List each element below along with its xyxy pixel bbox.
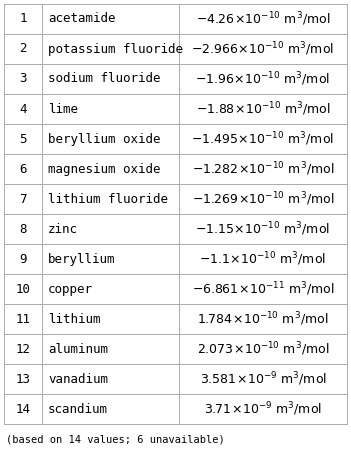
Text: $-6.861\!\times\!10^{-11}\ \mathrm{m^3/mol}$: $-6.861\!\times\!10^{-11}\ \mathrm{m^3/m… bbox=[192, 280, 334, 298]
Text: 4: 4 bbox=[19, 103, 27, 115]
Text: $3.581\!\times\!10^{-9}\ \mathrm{m^3/mol}$: $3.581\!\times\!10^{-9}\ \mathrm{m^3/mol… bbox=[199, 370, 326, 388]
Text: $-1.282\!\times\!10^{-10}\ \mathrm{m^3/mol}$: $-1.282\!\times\!10^{-10}\ \mathrm{m^3/m… bbox=[192, 160, 334, 178]
Text: aluminum: aluminum bbox=[48, 342, 108, 356]
Text: 9: 9 bbox=[19, 253, 27, 265]
Text: beryllium: beryllium bbox=[48, 253, 115, 265]
Text: 12: 12 bbox=[15, 342, 31, 356]
Text: 1: 1 bbox=[19, 12, 27, 26]
Text: 2: 2 bbox=[19, 43, 27, 55]
Text: 3: 3 bbox=[19, 72, 27, 86]
Text: lithium fluoride: lithium fluoride bbox=[48, 193, 168, 205]
Text: acetamide: acetamide bbox=[48, 12, 115, 26]
Text: $-1.96\!\times\!10^{-10}\ \mathrm{m^3/mol}$: $-1.96\!\times\!10^{-10}\ \mathrm{m^3/mo… bbox=[196, 70, 331, 88]
Text: magnesium oxide: magnesium oxide bbox=[48, 163, 160, 175]
Text: lithium: lithium bbox=[48, 313, 100, 325]
Text: vanadium: vanadium bbox=[48, 373, 108, 385]
Text: $2.073\!\times\!10^{-10}\ \mathrm{m^3/mol}$: $2.073\!\times\!10^{-10}\ \mathrm{m^3/mo… bbox=[197, 340, 329, 358]
Text: 5: 5 bbox=[19, 132, 27, 146]
Text: (based on 14 values; 6 unavailable): (based on 14 values; 6 unavailable) bbox=[6, 434, 225, 444]
Text: $-1.1\!\times\!10^{-10}\ \mathrm{m^3/mol}$: $-1.1\!\times\!10^{-10}\ \mathrm{m^3/mol… bbox=[199, 250, 326, 268]
Text: $-4.26\!\times\!10^{-10}\ \mathrm{m^3/mol}$: $-4.26\!\times\!10^{-10}\ \mathrm{m^3/mo… bbox=[196, 10, 330, 28]
Text: 7: 7 bbox=[19, 193, 27, 205]
Text: 10: 10 bbox=[15, 282, 31, 296]
Text: $-1.495\!\times\!10^{-10}\ \mathrm{m^3/mol}$: $-1.495\!\times\!10^{-10}\ \mathrm{m^3/m… bbox=[192, 130, 335, 148]
Text: 11: 11 bbox=[15, 313, 31, 325]
Text: $-1.269\!\times\!10^{-10}\ \mathrm{m^3/mol}$: $-1.269\!\times\!10^{-10}\ \mathrm{m^3/m… bbox=[192, 190, 334, 208]
Text: 8: 8 bbox=[19, 222, 27, 236]
Text: 14: 14 bbox=[15, 403, 31, 415]
Text: beryllium oxide: beryllium oxide bbox=[48, 132, 160, 146]
Text: $3.71\!\times\!10^{-9}\ \mathrm{m^3/mol}$: $3.71\!\times\!10^{-9}\ \mathrm{m^3/mol}… bbox=[204, 400, 322, 418]
Text: 13: 13 bbox=[15, 373, 31, 385]
Text: $1.784\!\times\!10^{-10}\ \mathrm{m^3/mol}$: $1.784\!\times\!10^{-10}\ \mathrm{m^3/mo… bbox=[197, 310, 329, 328]
Text: sodium fluoride: sodium fluoride bbox=[48, 72, 160, 86]
Text: scandium: scandium bbox=[48, 403, 108, 415]
Text: zinc: zinc bbox=[48, 222, 78, 236]
Text: $-1.15\!\times\!10^{-10}\ \mathrm{m^3/mol}$: $-1.15\!\times\!10^{-10}\ \mathrm{m^3/mo… bbox=[196, 220, 331, 238]
Text: lime: lime bbox=[48, 103, 78, 115]
Text: $-1.88\!\times\!10^{-10}\ \mathrm{m^3/mol}$: $-1.88\!\times\!10^{-10}\ \mathrm{m^3/mo… bbox=[196, 100, 330, 118]
Text: potassium fluoride: potassium fluoride bbox=[48, 43, 183, 55]
Text: $-2.966\!\times\!10^{-10}\ \mathrm{m^3/mol}$: $-2.966\!\times\!10^{-10}\ \mathrm{m^3/m… bbox=[192, 40, 335, 58]
Text: 6: 6 bbox=[19, 163, 27, 175]
Text: copper: copper bbox=[48, 282, 93, 296]
